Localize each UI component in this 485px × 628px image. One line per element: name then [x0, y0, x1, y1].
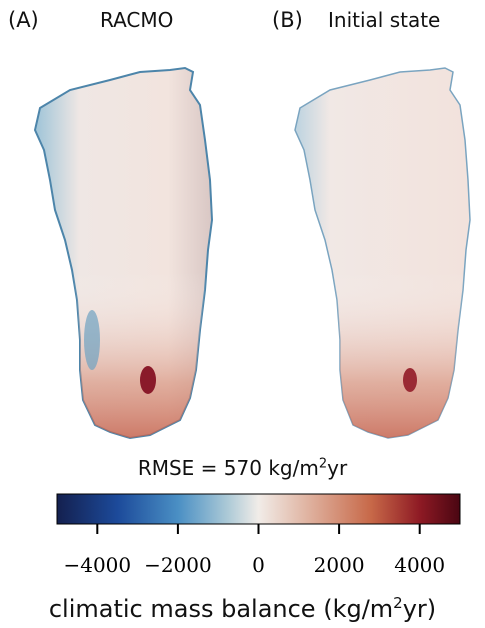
panel-b-max-ablation — [403, 368, 417, 392]
panel-a-west-accumulation — [84, 310, 100, 370]
colorbar-tick-label: 2000 — [314, 553, 365, 577]
colorbar-tick-label: 4000 — [394, 553, 445, 577]
panel-b-map — [294, 67, 471, 439]
colorbar-tick-label: −2000 — [144, 553, 212, 577]
rmse-annotation: RMSE = 570 kg/m2yr — [137, 456, 348, 480]
colorbar-title: climatic mass balance (kg/m2yr) — [48, 594, 437, 623]
panel-a-south-ablation — [35, 68, 212, 438]
panel-a-max-ablation — [140, 366, 156, 394]
panel-b-south-ablation — [295, 68, 470, 438]
panel-b-letter: (B) — [272, 8, 303, 32]
colorbar-gradient — [56, 493, 461, 525]
colorbar-tick-label: 0 — [252, 553, 265, 577]
colorbar-ticks: −4000 −2000 0 2000 4000 — [63, 524, 445, 577]
colorbar-tick-label: −4000 — [63, 553, 131, 577]
panel-a-map — [33, 66, 214, 440]
colorbar: −4000 −2000 0 2000 4000 — [56, 493, 461, 577]
panel-a-title: RACMO — [100, 8, 174, 32]
map-panels — [33, 66, 471, 440]
panel-b-title: Initial state — [328, 8, 441, 32]
panel-a-letter: (A) — [8, 8, 39, 32]
